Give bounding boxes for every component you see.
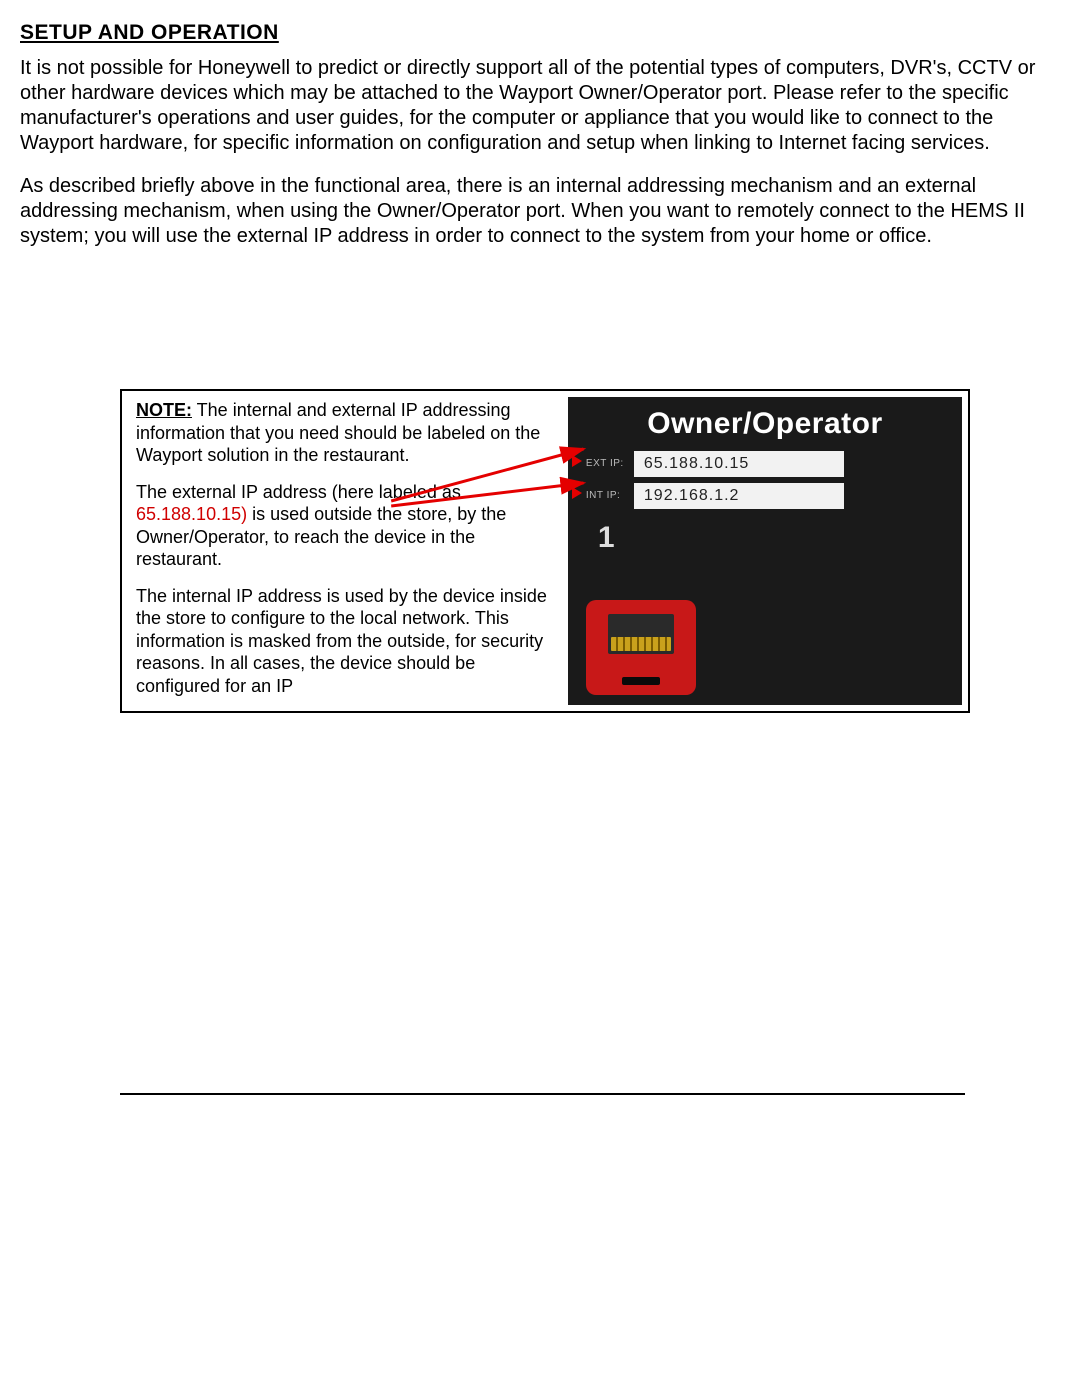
ethernet-led-slot	[622, 677, 660, 685]
ethernet-port-icon	[586, 600, 696, 695]
ethernet-jack-inner	[608, 614, 674, 654]
note-p2-pre: The external IP address (here labeled as	[136, 482, 461, 502]
int-ip-row: INT IP: 192.168.1.2	[568, 481, 962, 513]
int-ip-value: 192.168.1.2	[634, 483, 844, 509]
note-paragraph-3: The internal IP address is used by the d…	[136, 585, 548, 698]
note-paragraph-2: The external IP address (here labeled as…	[136, 481, 548, 571]
note-p1-text: The internal and external IP addressing …	[136, 400, 540, 465]
device-title: Owner/Operator	[568, 403, 962, 449]
int-ip-label: INT IP:	[586, 490, 634, 503]
figure-container: NOTE: The internal and external IP addre…	[20, 389, 1060, 713]
ext-ip-row: EXT IP: 65.188.10.15	[568, 449, 962, 481]
note-label: NOTE:	[136, 400, 192, 420]
footer-rule	[120, 1093, 965, 1095]
paragraph-1: It is not possible for Honeywell to pred…	[20, 56, 1060, 156]
note-paragraph-1: NOTE: The internal and external IP addre…	[136, 399, 548, 467]
ext-ip-value: 65.188.10.15	[634, 451, 844, 477]
note-external-ip: 65.188.10.15)	[136, 504, 247, 524]
device-panel: Owner/Operator EXT IP: 65.188.10.15 INT …	[568, 397, 962, 705]
section-heading: SETUP AND OPERATION	[20, 20, 1060, 46]
figure-box: NOTE: The internal and external IP addre…	[120, 389, 970, 713]
int-ip-marker-icon	[572, 487, 582, 499]
note-column: NOTE: The internal and external IP addre…	[122, 391, 562, 711]
paragraph-2: As described briefly above in the functi…	[20, 174, 1060, 249]
port-number: 1	[568, 513, 962, 557]
device-column: Owner/Operator EXT IP: 65.188.10.15 INT …	[562, 391, 968, 711]
ext-ip-label: EXT IP:	[586, 458, 634, 471]
ethernet-pins	[611, 637, 671, 651]
ext-ip-marker-icon	[572, 455, 582, 467]
